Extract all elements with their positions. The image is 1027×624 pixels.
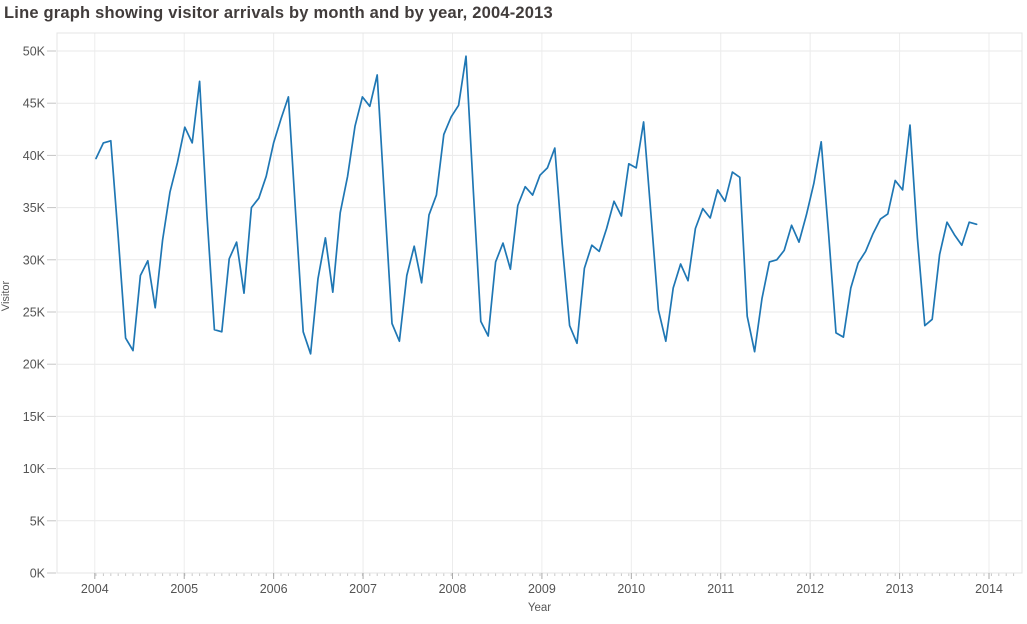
y-tick-label: 10K <box>23 462 46 476</box>
y-tick-label: 25K <box>23 306 46 320</box>
y-tick-label: 30K <box>23 253 46 267</box>
y-tick-label: 35K <box>23 201 46 215</box>
y-tick-label: 20K <box>23 358 46 372</box>
x-tick-label: 2014 <box>975 582 1003 596</box>
plot-panel-border <box>56 32 1023 574</box>
y-tick-label: 15K <box>23 410 46 424</box>
x-tick-label: 2013 <box>886 582 914 596</box>
x-axis-title: Year <box>527 602 552 614</box>
y-tick-label: 5K <box>30 514 46 528</box>
x-tick-label: 2009 <box>528 582 556 596</box>
x-tick-label: 2010 <box>617 582 645 596</box>
visitor-series-line <box>95 55 978 355</box>
chart-title: Line graph showing visitor arrivals by m… <box>4 4 553 22</box>
y-tick-label: 50K <box>23 45 46 59</box>
x-tick-label: 2004 <box>81 582 109 596</box>
x-axis: 2004 2005 2006 2007 2008 2009 2010 2011 2012 2013… <box>81 573 1003 596</box>
x-tick-label: 2008 <box>439 582 467 596</box>
x-tick-label: 2005 <box>170 582 198 596</box>
y-axis-title: Visitor <box>0 280 12 312</box>
y-tick-label: 40K <box>23 149 46 163</box>
y-axis: 0K 5K 10K 15K 20K 25K 30K 35K 40K 45K 50K <box>23 45 56 581</box>
x-tick-label: 2011 <box>707 582 734 596</box>
vertical-gridlines <box>94 33 990 573</box>
x-tick-label: 2012 <box>796 582 824 596</box>
x-minor-ticks <box>95 573 1015 576</box>
x-tick-label: 2007 <box>349 582 377 596</box>
y-tick-label: 0K <box>30 567 46 581</box>
y-tick-label: 45K <box>23 97 46 111</box>
x-tick-label: 2006 <box>260 582 288 596</box>
